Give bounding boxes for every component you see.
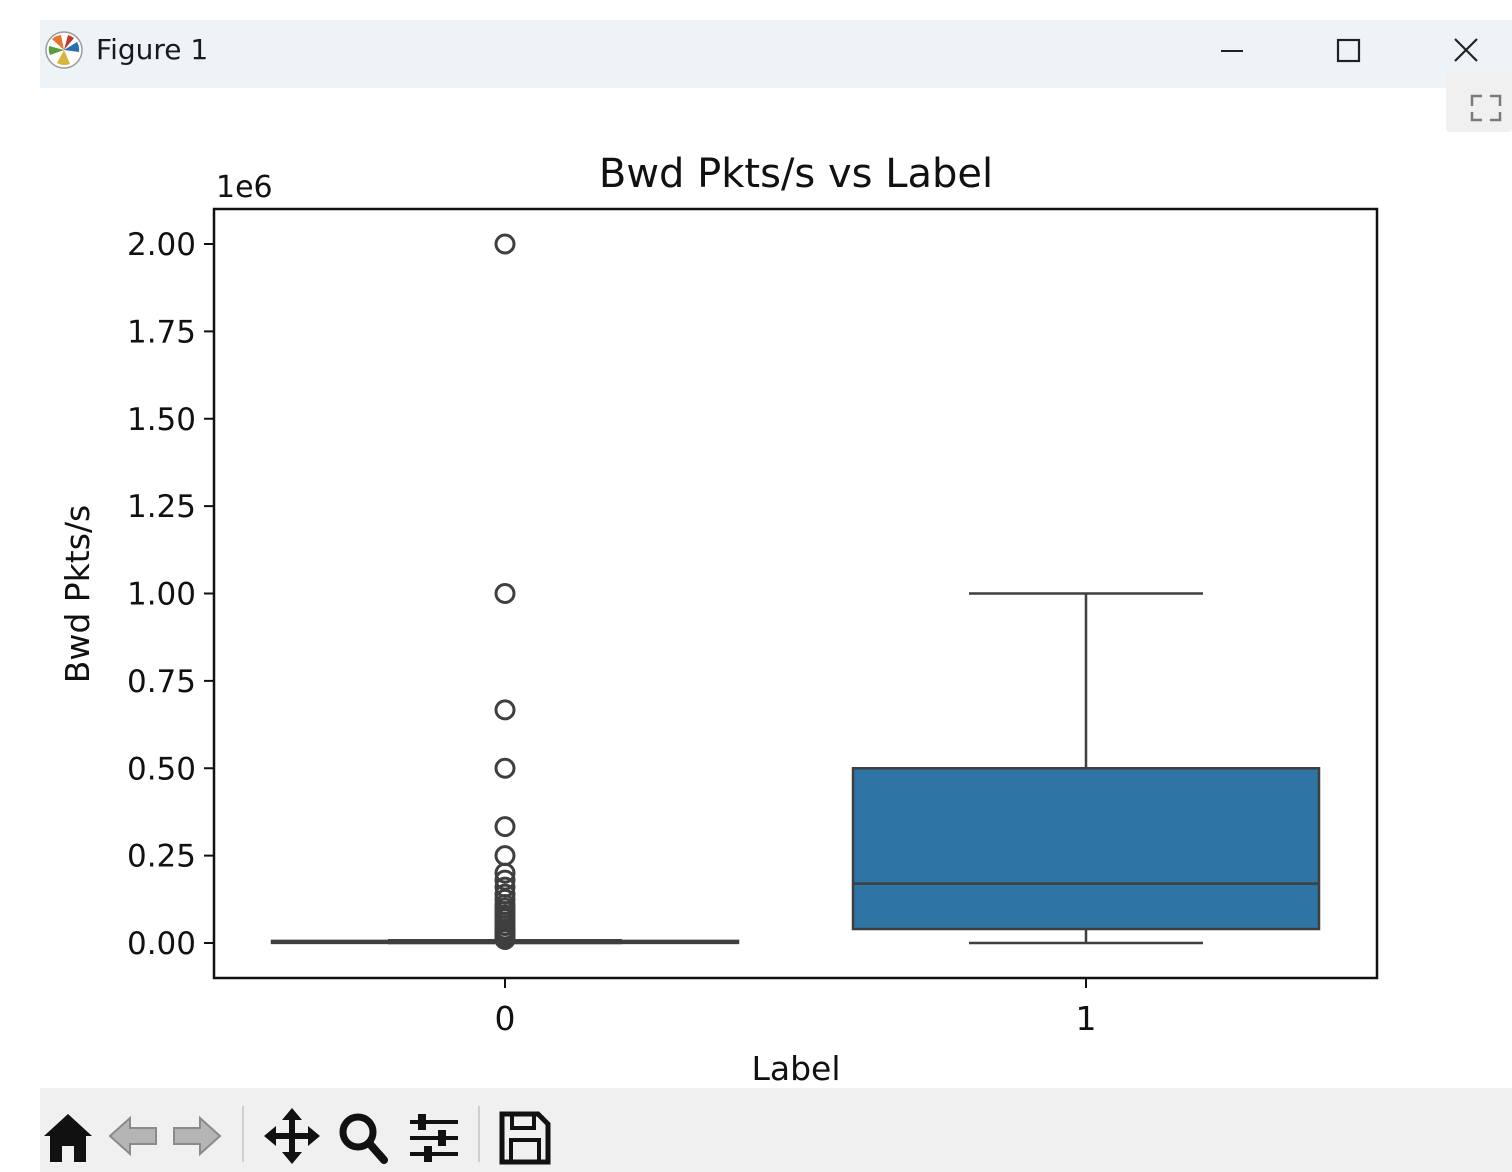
outlier-point bbox=[494, 233, 516, 255]
outlier-point bbox=[494, 929, 516, 951]
y-tick-label: 2.00 bbox=[127, 227, 196, 263]
close-button[interactable] bbox=[1436, 26, 1496, 76]
y-tick-label: 1.50 bbox=[127, 402, 196, 438]
pan-icon bbox=[264, 1108, 320, 1164]
matplotlib-icon bbox=[45, 31, 83, 69]
zoom-button[interactable] bbox=[334, 1106, 390, 1166]
outlier-point bbox=[494, 862, 516, 884]
y-tick-label: 0.25 bbox=[127, 839, 196, 875]
back-arrow-icon bbox=[108, 1115, 157, 1157]
x-tick-label: 0 bbox=[495, 999, 516, 1038]
save-icon bbox=[499, 1111, 551, 1165]
outlier-point bbox=[494, 583, 516, 604]
configure-subplots-button[interactable] bbox=[406, 1106, 462, 1166]
minimize-button[interactable] bbox=[1202, 26, 1262, 76]
toolbar-separator bbox=[242, 1106, 244, 1162]
maximize-button[interactable] bbox=[1318, 26, 1378, 76]
y-tick-label: 0.00 bbox=[127, 926, 196, 962]
maximize-icon bbox=[1336, 38, 1361, 63]
configure-subplots-icon bbox=[410, 1114, 458, 1162]
y-tick-label: 0.75 bbox=[127, 664, 196, 700]
zoom-icon bbox=[339, 1113, 388, 1164]
y-tick-label: 0.50 bbox=[127, 751, 196, 787]
y-tick-label: 1.00 bbox=[127, 577, 196, 613]
window-title: Figure 1 bbox=[96, 33, 209, 66]
outlier-point bbox=[494, 816, 516, 838]
home-icon bbox=[44, 1114, 92, 1162]
x-tick-label: 1 bbox=[1076, 999, 1097, 1038]
pan-button[interactable] bbox=[262, 1106, 320, 1166]
forward-arrow-icon bbox=[173, 1115, 222, 1157]
minimize-icon bbox=[1221, 50, 1243, 52]
outlier-point bbox=[494, 757, 516, 779]
box bbox=[851, 767, 1321, 931]
y-axis-label: Bwd Pkts/s bbox=[58, 505, 97, 684]
outlier-point bbox=[494, 699, 516, 721]
save-button[interactable] bbox=[496, 1106, 552, 1166]
forward-button[interactable] bbox=[170, 1106, 226, 1166]
navigation-toolbar bbox=[40, 1088, 1512, 1172]
chart-title: Bwd Pkts/s vs Label bbox=[599, 151, 993, 197]
window-titlebar: Figure 1 bbox=[40, 20, 1512, 88]
plot-frame bbox=[212, 207, 1379, 980]
y-tick-label: 1.25 bbox=[127, 489, 196, 525]
y-offset-label: 1e6 bbox=[216, 170, 273, 205]
back-button[interactable] bbox=[104, 1106, 160, 1166]
y-tick-label: 1.75 bbox=[127, 314, 196, 350]
box-plot: Bwd Pkts/s vs Label 1e6 Label Bwd Pkts/s… bbox=[58, 151, 1379, 1088]
close-icon bbox=[1454, 38, 1478, 62]
outlier-point bbox=[494, 845, 516, 867]
x-axis-label: Label bbox=[751, 1049, 840, 1088]
toolbar-separator bbox=[478, 1106, 480, 1162]
home-button[interactable] bbox=[40, 1106, 96, 1166]
fullscreen-icon bbox=[1470, 94, 1502, 122]
fullscreen-button[interactable] bbox=[1446, 72, 1512, 132]
